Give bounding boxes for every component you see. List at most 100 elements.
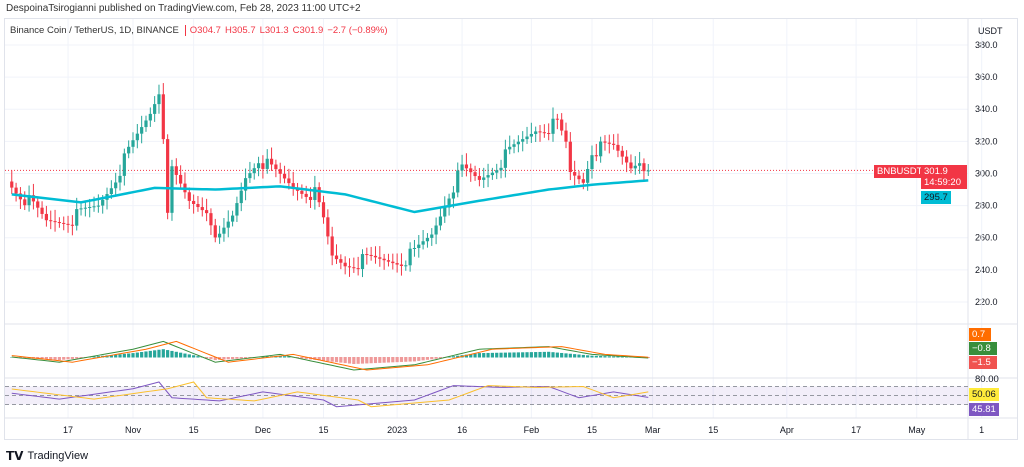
candle-body [399, 264, 404, 266]
candle-body [256, 163, 261, 169]
candle [230, 210, 235, 227]
macd-histogram-bar [612, 356, 616, 358]
macd-histogram-bar [573, 354, 577, 358]
macd-histogram-bar [447, 356, 451, 358]
candle [534, 126, 538, 143]
y-tick-label: 340.0 [975, 104, 998, 114]
candle [360, 249, 365, 278]
candle [555, 113, 559, 130]
candle [187, 187, 191, 209]
candle-body [243, 178, 248, 191]
candle-body [53, 221, 57, 223]
candle-body [555, 118, 559, 120]
candle-body [269, 158, 274, 165]
candle-body [122, 153, 126, 176]
macd-histogram-bar [404, 357, 408, 362]
candle-body [157, 94, 161, 105]
candle [516, 135, 520, 153]
candle-body [460, 164, 464, 171]
candle [343, 256, 347, 275]
candle [603, 135, 607, 151]
candle [460, 154, 464, 177]
candle-body [356, 268, 360, 270]
candle [140, 115, 144, 144]
macd-histogram-bar [482, 353, 486, 358]
macd-histogram-bar [79, 357, 83, 359]
candle [365, 247, 369, 265]
macd-histogram-bar [508, 352, 512, 358]
footer: 𝗧𝗩 TradingView [6, 449, 88, 463]
y-tick-label: 220.0 [975, 297, 998, 307]
candle-body [525, 136, 529, 140]
macd-histogram-bar [53, 357, 57, 360]
candle [577, 170, 581, 185]
candle-body [114, 182, 118, 189]
x-tick-label: May [908, 425, 926, 435]
candle [252, 163, 256, 180]
candle [313, 175, 317, 210]
macd-histogram-bar [430, 357, 434, 360]
candle [118, 164, 122, 191]
y-tick-label: 280.0 [975, 201, 998, 211]
candle-body [153, 104, 157, 114]
macd-histogram-bar [568, 353, 572, 358]
x-tick-label: 2023 [387, 425, 407, 435]
macd-histogram-bar [577, 354, 581, 358]
candle [499, 159, 503, 179]
macd-signal-tag: −1.5 [969, 356, 997, 369]
close-value: C301.9 [292, 25, 324, 36]
candle-body [521, 139, 525, 142]
candle [477, 168, 481, 187]
macd-histogram-bar [135, 352, 139, 358]
candle-body [360, 254, 365, 270]
candle [282, 165, 287, 184]
candle [205, 198, 209, 222]
symbol-name[interactable]: Binance Coin / TetherUS, 1D, BINANCE [10, 25, 179, 36]
candle [265, 149, 269, 174]
candle [295, 182, 300, 201]
candle-body [603, 141, 607, 143]
x-tick-label: 17 [851, 425, 861, 435]
candle [629, 154, 633, 174]
macd-histogram-bar [304, 357, 308, 359]
candle-body [534, 131, 538, 134]
candle-body [213, 225, 217, 238]
candle [226, 210, 230, 238]
candle-body [443, 207, 447, 217]
candle [412, 239, 417, 257]
candle-body [395, 263, 399, 265]
candle-body [486, 175, 490, 178]
candle-body [408, 248, 412, 266]
candle-body [590, 155, 594, 169]
x-tick-label: Mar [645, 425, 661, 435]
candle [326, 209, 330, 245]
moving-average-line [11, 179, 649, 214]
macd-histogram-bar [127, 353, 131, 358]
candle-body [482, 177, 486, 180]
rsi-band [5, 386, 968, 405]
candle-body [252, 168, 256, 174]
candle [568, 132, 572, 181]
candle-body [464, 164, 469, 169]
candle [157, 84, 161, 114]
macd-histogram-bar [313, 357, 317, 360]
publisher-line: DespoinaTsirogianni published on Trading… [6, 3, 361, 14]
candle-body [36, 201, 40, 208]
candle-body [282, 173, 287, 179]
macd-histogram-bar [477, 353, 481, 358]
macd-histogram-bar [170, 350, 174, 358]
macd-histogram-bar [555, 352, 559, 358]
macd-histogram-bar [144, 351, 148, 358]
candle [36, 196, 40, 218]
candle-body [40, 207, 44, 214]
macd-histogram-bar [166, 350, 170, 358]
x-tick-label: 17 [63, 425, 73, 435]
macd-histogram-bar [352, 357, 356, 364]
candle-body [248, 173, 252, 179]
macd-histogram-bar [49, 357, 53, 360]
candle-body [330, 236, 334, 256]
candle-body [629, 162, 633, 169]
candle-body [308, 196, 313, 200]
macd-histogram-bar [239, 357, 243, 359]
